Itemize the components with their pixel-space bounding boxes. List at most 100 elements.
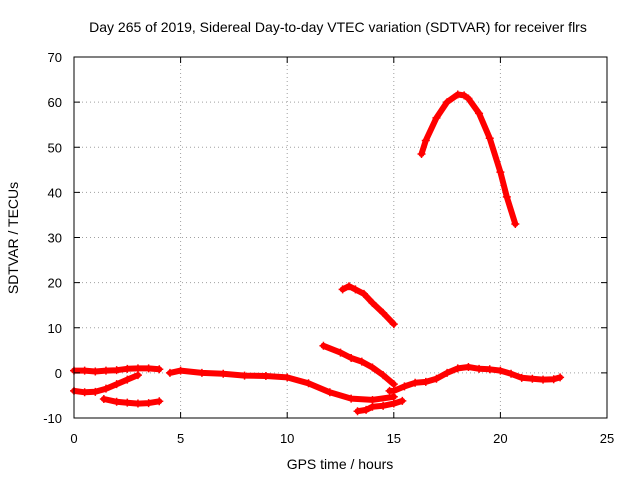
data-point	[133, 371, 142, 380]
data-point	[475, 364, 484, 373]
series-arc-4	[165, 366, 398, 404]
plot-frame	[73, 56, 608, 419]
data-point	[347, 394, 356, 403]
data-point	[123, 398, 132, 407]
data-point	[389, 320, 398, 329]
data-point	[112, 397, 121, 406]
data-point	[549, 375, 558, 384]
data-point	[144, 399, 153, 408]
data-point	[453, 90, 462, 99]
data-point	[338, 285, 347, 294]
data-point	[421, 136, 430, 145]
data-point	[417, 150, 426, 159]
data-point	[389, 380, 398, 389]
data-point	[400, 382, 409, 391]
data-point	[368, 402, 377, 411]
data-point	[101, 366, 110, 375]
series-arc-2	[70, 371, 142, 397]
x-tick-label: 20	[493, 431, 507, 446]
series-arc-3	[99, 395, 164, 408]
data-point	[389, 386, 398, 395]
data-point	[240, 371, 249, 380]
data-point	[99, 395, 108, 404]
data-point	[511, 219, 520, 228]
series-arc-1	[70, 364, 164, 376]
x-tick-label: 0	[70, 431, 77, 446]
x-tick-label: 5	[177, 431, 184, 446]
data-point	[368, 298, 377, 307]
data-point	[496, 366, 505, 375]
y-axis-ticks: -10 0 10 20 30 40 50 60 70	[43, 50, 607, 426]
x-tick-label: 10	[280, 431, 294, 446]
series-arc-9	[417, 90, 520, 228]
data-series	[70, 90, 565, 416]
data-point	[421, 377, 430, 386]
series-band	[418, 91, 519, 227]
x-axis-label: GPS time / hours	[287, 456, 394, 472]
data-point	[345, 282, 354, 291]
data-point	[351, 285, 360, 294]
data-point	[123, 375, 132, 384]
y-axis-label: SDTVAR / TECUs	[5, 182, 21, 294]
data-point	[359, 289, 368, 298]
y-tick-label: -10	[43, 411, 62, 426]
data-point	[80, 366, 89, 375]
data-point	[133, 364, 142, 373]
y-tick-label: 50	[48, 140, 62, 155]
data-point	[283, 373, 292, 382]
data-point	[80, 388, 89, 397]
series-arc-7	[385, 363, 565, 395]
data-point	[133, 399, 142, 408]
data-point	[389, 399, 398, 408]
data-point	[507, 369, 516, 378]
data-point	[398, 396, 407, 405]
data-point	[353, 407, 362, 416]
series-band	[339, 283, 397, 328]
y-tick-label: 40	[48, 185, 62, 200]
data-point	[91, 367, 100, 376]
data-point	[432, 374, 441, 383]
x-tick-label: 15	[387, 431, 401, 446]
data-point	[464, 363, 473, 372]
data-point	[123, 364, 132, 373]
data-point	[176, 366, 185, 375]
data-point	[368, 395, 377, 404]
data-point	[325, 388, 334, 397]
series-band	[166, 367, 397, 403]
data-point	[460, 91, 469, 100]
data-point	[144, 364, 153, 373]
data-point	[379, 371, 388, 380]
series-arc-6	[353, 396, 407, 416]
y-tick-label: 60	[48, 95, 62, 110]
data-point	[319, 341, 328, 350]
data-point	[485, 134, 494, 143]
data-point	[379, 401, 388, 410]
data-point	[368, 363, 377, 372]
data-point	[336, 348, 345, 357]
data-point	[528, 374, 537, 383]
y-tick-label: 0	[55, 366, 62, 381]
data-point	[411, 378, 420, 387]
data-point	[379, 308, 388, 317]
data-point	[464, 94, 473, 103]
x-tick-label: 25	[600, 431, 614, 446]
data-point	[475, 109, 484, 118]
data-point	[556, 373, 565, 382]
chart-title: Day 265 of 2019, Sidereal Day-to-day VTE…	[89, 19, 587, 35]
data-point	[91, 387, 100, 396]
data-point	[261, 372, 270, 381]
data-point	[304, 379, 313, 388]
data-point	[165, 368, 174, 377]
data-point	[197, 368, 206, 377]
x-axis-ticks: 0 5 10 15 20 25	[70, 57, 614, 446]
data-point	[453, 364, 462, 373]
data-point	[155, 397, 164, 406]
data-point	[357, 357, 366, 366]
data-point	[502, 192, 511, 201]
series-arc-8	[338, 282, 398, 329]
data-point	[347, 353, 356, 362]
data-point	[362, 405, 371, 414]
data-point	[496, 168, 505, 177]
series-arc-5	[319, 341, 398, 389]
